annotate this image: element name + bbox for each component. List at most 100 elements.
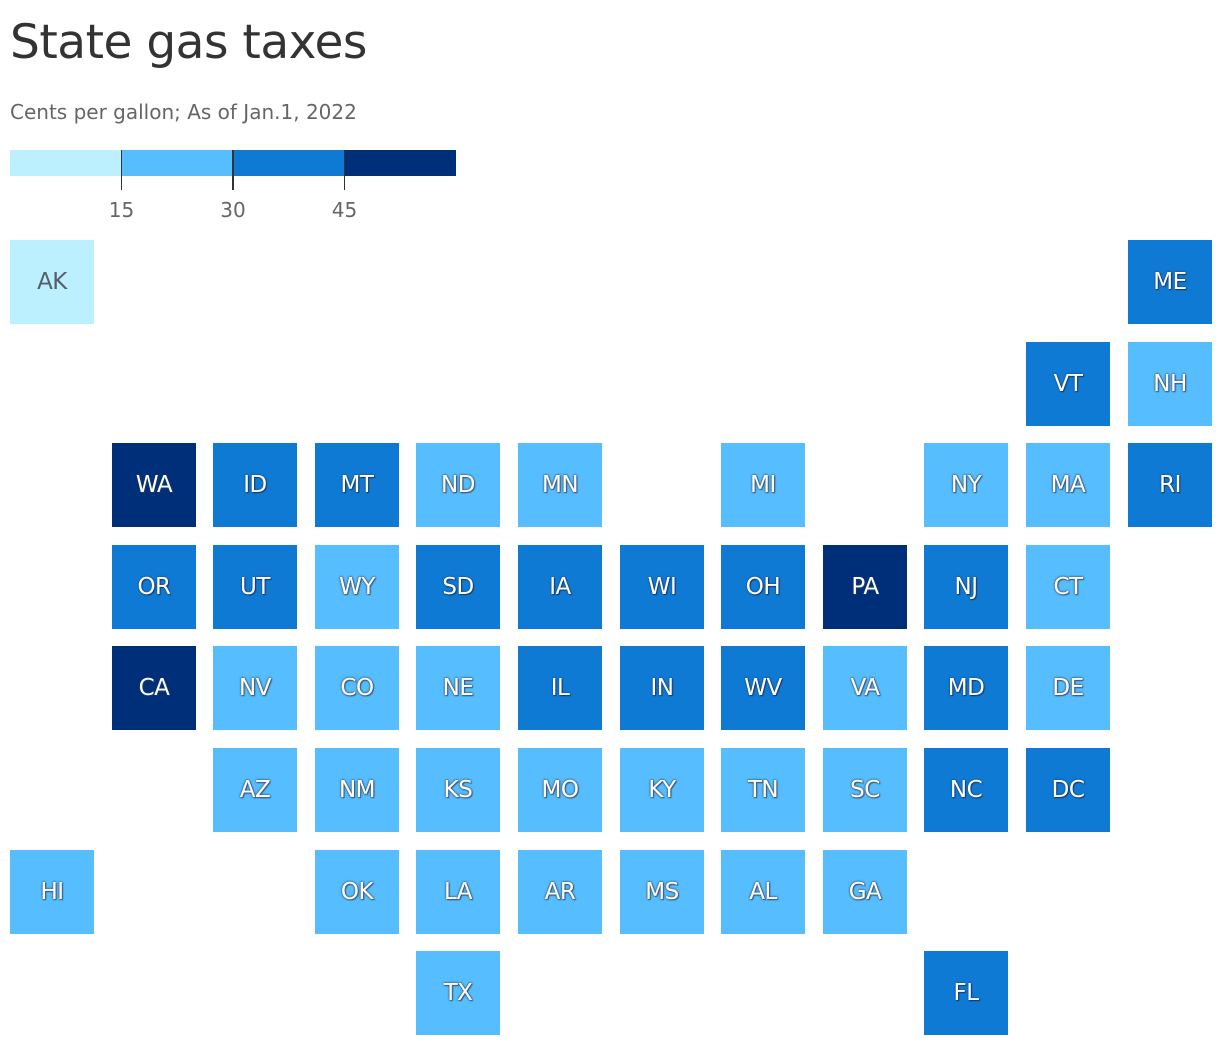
state-tile-al[interactable]: AL [721,850,805,934]
state-tile-wi[interactable]: WI [620,545,704,629]
state-tile-mn[interactable]: MN [518,443,602,527]
state-label: WY [339,574,375,600]
state-tile-ca[interactable]: CA [112,646,196,730]
state-label: TN [747,777,779,803]
state-tile-ri[interactable]: RI [1128,443,1212,527]
legend-tick-label-30: 30 [220,198,246,222]
state-label: NV [239,675,271,701]
state-label: AK [37,269,67,295]
state-tile-nm[interactable]: NM [315,748,399,832]
legend-tick-45 [343,150,346,190]
state-label: HI [40,879,64,905]
state-tile-il[interactable]: IL [518,646,602,730]
state-tile-in[interactable]: IN [620,646,704,730]
state-tile-sd[interactable]: SD [416,545,500,629]
state-label: MI [750,472,776,498]
state-label: NC [949,777,983,803]
legend-tick-label-15: 15 [108,198,135,222]
state-label: NH [1153,371,1187,397]
state-tile-oh[interactable]: OH [721,545,805,629]
state-label: NY [950,472,982,498]
state-label: AR [544,879,576,905]
state-tile-vt[interactable]: VT [1026,342,1110,426]
state-tile-va[interactable]: VA [823,646,907,730]
state-label: NM [338,777,376,803]
state-tile-or[interactable]: OR [112,545,196,629]
state-tile-hi[interactable]: HI [10,850,94,934]
legend-tick-30 [232,150,234,190]
state-label: WV [744,675,782,701]
state-label: KS [443,777,473,803]
state-label: MT [340,472,374,498]
state-tile-fl[interactable]: FL [924,951,1008,1035]
state-tile-id[interactable]: ID [213,443,297,527]
state-tile-mt[interactable]: MT [315,443,399,527]
state-tile-mi[interactable]: MI [721,443,805,527]
state-label: NE [442,675,474,701]
state-label: MN [541,472,579,498]
state-tile-dc[interactable]: DC [1026,748,1110,832]
state-tile-wa[interactable]: WA [112,443,196,527]
state-tile-nd[interactable]: ND [416,443,500,527]
state-label: IL [550,675,570,701]
state-tile-mo[interactable]: MO [518,748,602,832]
state-tile-ks[interactable]: KS [416,748,500,832]
chart-subtitle: Cents per gallon; As of Jan.1, 2022 [10,100,357,124]
state-label: NJ [954,574,979,600]
state-tile-ky[interactable]: KY [620,748,704,832]
legend-bin-1 [121,150,233,176]
state-label: DC [1051,777,1085,803]
chart-title: State gas taxes [10,15,367,70]
state-tile-ut[interactable]: UT [213,545,297,629]
state-tile-ct[interactable]: CT [1026,545,1110,629]
state-tile-pa[interactable]: PA [823,545,907,629]
state-label: WI [647,574,677,600]
state-tile-ak[interactable]: AK [10,240,94,324]
state-label: MD [947,675,985,701]
state-tile-nj[interactable]: NJ [924,545,1008,629]
state-label: AZ [239,777,271,803]
state-tile-co[interactable]: CO [315,646,399,730]
state-label: GA [848,879,882,905]
state-tile-nv[interactable]: NV [213,646,297,730]
legend-bin-3 [344,150,456,176]
state-label: VT [1053,371,1083,397]
state-label: SC [850,777,880,803]
state-label: ID [243,472,267,498]
state-label: RI [1159,472,1181,498]
state-tile-la[interactable]: LA [416,850,500,934]
state-tile-ne[interactable]: NE [416,646,500,730]
state-label: ME [1153,269,1187,295]
state-label: CT [1053,574,1083,600]
state-label: FL [953,980,979,1006]
state-tile-de[interactable]: DE [1026,646,1110,730]
state-tile-wy[interactable]: WY [315,545,399,629]
state-label: WA [135,472,173,498]
state-tile-ga[interactable]: GA [823,850,907,934]
state-label: MO [541,777,579,803]
state-tile-ms[interactable]: MS [620,850,704,934]
legend-tick-label-45: 45 [331,198,358,222]
state-tile-tn[interactable]: TN [721,748,805,832]
color-legend: 15 30 45 [10,150,456,230]
state-tile-ok[interactable]: OK [315,850,399,934]
state-tile-sc[interactable]: SC [823,748,907,832]
state-tile-ia[interactable]: IA [518,545,602,629]
legend-tick-15 [120,150,123,190]
legend-bin-0 [10,150,122,176]
state-tile-nc[interactable]: NC [924,748,1008,832]
state-tile-md[interactable]: MD [924,646,1008,730]
state-label: LA [443,879,473,905]
state-tile-ma[interactable]: MA [1026,443,1110,527]
state-label: AL [749,879,777,905]
state-tile-az[interactable]: AZ [213,748,297,832]
state-tile-wv[interactable]: WV [721,646,805,730]
state-tile-tx[interactable]: TX [416,951,500,1035]
state-tile-ny[interactable]: NY [924,443,1008,527]
state-tile-me[interactable]: ME [1128,240,1212,324]
state-label: CA [138,675,170,701]
state-tile-ar[interactable]: AR [518,850,602,934]
state-label: IN [650,675,675,701]
state-label: MS [645,879,679,905]
state-tile-nh[interactable]: NH [1128,342,1212,426]
